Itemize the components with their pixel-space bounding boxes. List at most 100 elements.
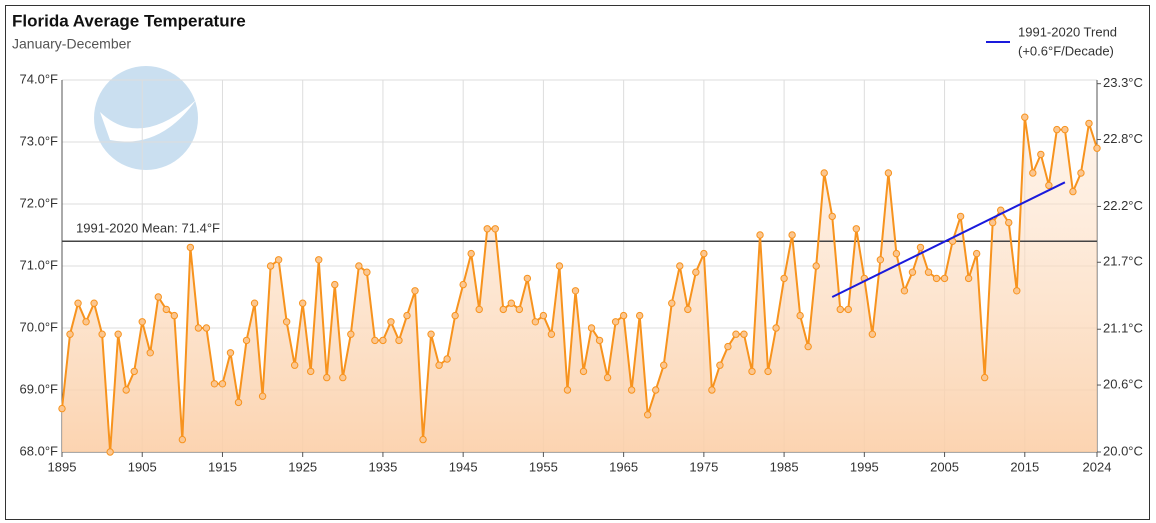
point <box>916 243 925 252</box>
y2-tick-label: 20.6°C <box>1103 376 1143 391</box>
point <box>772 324 780 332</box>
point <box>1077 169 1085 177</box>
point <box>764 367 772 376</box>
point <box>523 274 532 283</box>
point <box>796 311 804 320</box>
point <box>475 305 483 314</box>
y-tick-label: 73.0°F <box>20 133 59 148</box>
point <box>980 373 989 382</box>
y-tick-label: 71.0°F <box>20 257 59 272</box>
legend-note: (+0.6°F/Decade) <box>1018 43 1114 58</box>
point <box>250 299 259 307</box>
point <box>162 305 171 314</box>
point <box>1021 113 1029 121</box>
point <box>323 373 331 382</box>
point <box>531 318 540 326</box>
point <box>587 324 596 332</box>
y2-tick-label: 22.2°C <box>1103 198 1143 213</box>
point <box>218 380 227 388</box>
point <box>411 287 419 295</box>
point <box>700 249 708 258</box>
point <box>732 330 740 338</box>
x-tick-label: 1955 <box>529 459 558 474</box>
y-tick-label: 68.0°F <box>20 443 59 458</box>
point <box>924 268 933 276</box>
x-tick-label: 1895 <box>48 459 77 474</box>
point <box>258 392 267 400</box>
point <box>1045 181 1053 190</box>
point <box>692 268 700 276</box>
y-tick-label: 72.0°F <box>20 195 59 210</box>
point <box>836 305 844 314</box>
y-tick-label: 69.0°F <box>20 381 59 396</box>
point <box>355 262 363 270</box>
point <box>555 262 564 270</box>
chart-title: Florida Average Temperature <box>12 11 246 30</box>
x-tick-label: 2005 <box>930 459 959 474</box>
x-tick-label: 1975 <box>689 459 718 474</box>
point <box>635 311 644 320</box>
point <box>676 262 684 270</box>
x-tick-label: 2024 <box>1083 459 1112 474</box>
point <box>443 355 451 363</box>
point <box>395 336 403 345</box>
point <box>339 373 347 382</box>
point <box>611 318 620 326</box>
point <box>202 324 211 332</box>
point <box>563 386 572 394</box>
x-tick-label: 1985 <box>770 459 799 474</box>
point <box>652 386 660 394</box>
point <box>804 342 812 351</box>
x-tick-label: 1925 <box>288 459 317 474</box>
point <box>1013 287 1021 295</box>
point <box>194 324 203 332</box>
temperature-line <box>61 117 1098 453</box>
point <box>1061 125 1069 134</box>
y2-tick-label: 20.0°C <box>1103 443 1143 458</box>
point <box>884 169 893 177</box>
x-tick-label: 1945 <box>449 459 478 474</box>
point <box>130 367 138 376</box>
point <box>940 274 949 283</box>
point <box>579 367 588 376</box>
y2-tick-label: 22.8°C <box>1103 131 1143 146</box>
point <box>290 361 299 369</box>
point <box>451 311 459 320</box>
point <box>603 373 612 382</box>
point <box>170 311 179 320</box>
point <box>780 274 788 283</box>
point <box>266 262 275 270</box>
point <box>844 305 852 314</box>
point <box>1085 119 1093 128</box>
point <box>595 336 604 345</box>
y2-tick-label: 23.3°C <box>1103 75 1143 90</box>
point <box>379 336 387 345</box>
point <box>307 367 315 376</box>
point <box>668 299 676 307</box>
point <box>571 287 580 295</box>
point <box>467 249 475 258</box>
point <box>828 212 836 221</box>
point <box>122 386 130 394</box>
point <box>756 231 764 239</box>
point <box>956 212 965 221</box>
point <box>964 274 973 283</box>
point <box>178 435 187 444</box>
point <box>234 398 243 407</box>
point <box>908 268 917 276</box>
point <box>419 435 427 444</box>
point <box>387 318 395 326</box>
mean-label: 1991-2020 Mean: 71.4°F <box>76 221 220 236</box>
trend-line <box>831 181 1066 298</box>
point <box>106 448 114 456</box>
x-tick-label: 2015 <box>1010 459 1039 474</box>
point <box>66 330 74 338</box>
point <box>371 336 379 345</box>
y-tick-label: 74.0°F <box>20 71 59 86</box>
point <box>146 349 154 357</box>
point <box>740 330 748 338</box>
point <box>331 280 339 289</box>
x-tick-label: 1915 <box>208 459 237 474</box>
point <box>186 243 195 252</box>
